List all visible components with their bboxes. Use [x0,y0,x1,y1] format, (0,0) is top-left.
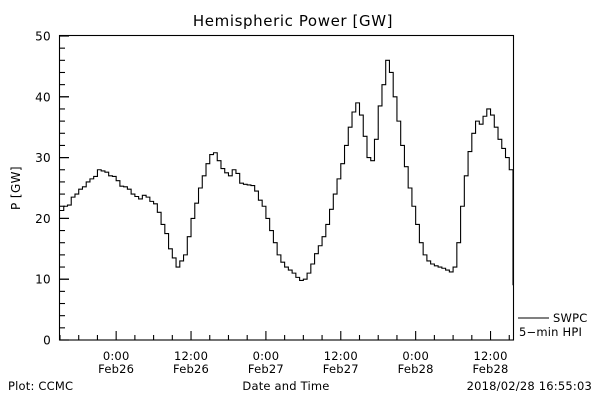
chart-title: Hemispheric Power [GW] [193,12,393,30]
x-tick-label-date: Feb28 [473,362,509,376]
x-tick-label-time: 0:00 [253,349,280,363]
y-tick-label: 50 [35,30,51,44]
y-tick-label: 30 [35,151,51,165]
x-tick-label-time: 12:00 [473,349,507,363]
y-axis-ticks [60,35,69,341]
series-line-swpc-5min-hpi [60,59,514,286]
legend-label-line2: 5−min HPI [519,325,582,339]
x-axis-ticks [59,331,510,340]
x-tick-label-time: 0:00 [402,349,429,363]
chart-legend: SWPC 5−min HPI [518,311,587,339]
y-axis-tick-labels: 0 10 20 30 40 50 [35,30,51,348]
data-series-group [60,59,514,286]
y-tick-label: 0 [43,334,51,348]
x-axis-caption: Date and Time [242,379,329,393]
x-tick-label-date: Feb28 [398,362,434,376]
x-tick-label-time: 0:00 [103,349,130,363]
footer-timestamp: 2018/02/28 16:55:03 [467,379,592,393]
x-tick-label-date: Feb27 [323,362,359,376]
x-tick-label-date: Feb26 [173,362,209,376]
x-tick-label-time: 12:00 [174,349,208,363]
y-tick-label: 10 [35,273,51,287]
x-axis-tick-labels: 0:00Feb2612:00Feb260:00Feb2712:00Feb270:… [98,349,508,376]
legend-label-line1: SWPC [553,311,587,325]
x-tick-label-time: 12:00 [324,349,358,363]
y-tick-label: 20 [35,212,51,226]
x-tick-label-date: Feb27 [248,362,284,376]
footer-plot-credit: Plot: CCMC [8,379,73,393]
y-axis-title: P [GW] [9,166,23,210]
y-tick-label: 40 [35,90,51,104]
x-tick-label-date: Feb26 [98,362,134,376]
